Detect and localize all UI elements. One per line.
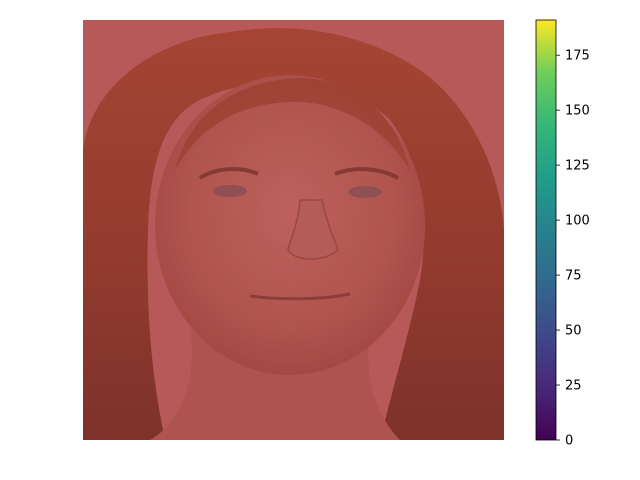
colorbar-tick-label: 125 — [565, 159, 590, 174]
colorbar-tick-label: 150 — [565, 104, 590, 119]
heatmap-image — [83, 20, 504, 440]
colorbar-tick-label: 0 — [565, 434, 573, 449]
nose — [287, 199, 339, 260]
hair-fringe — [175, 78, 410, 170]
face — [155, 75, 425, 375]
colorbar-tick-label: 50 — [565, 324, 582, 339]
colorbar-tick-label: 175 — [565, 49, 590, 64]
colorbar: 0 25 50 75 100 125 150 175 — [535, 19, 590, 449]
left-eye — [213, 185, 247, 197]
right-eyebrow — [334, 167, 399, 180]
mouth — [249, 292, 351, 301]
colorbar-tick-label: 75 — [565, 269, 582, 284]
left-eyebrow — [198, 167, 259, 180]
colorbar-gradient — [535, 19, 557, 441]
overlay-tint — [83, 20, 504, 440]
colorbar-ticks: 0 25 50 75 100 125 150 175 — [556, 49, 590, 449]
colorbar-tick-label: 25 — [565, 379, 582, 394]
colorbar-tick-label: 100 — [565, 214, 590, 229]
hair — [83, 28, 504, 440]
right-eye — [348, 186, 382, 198]
